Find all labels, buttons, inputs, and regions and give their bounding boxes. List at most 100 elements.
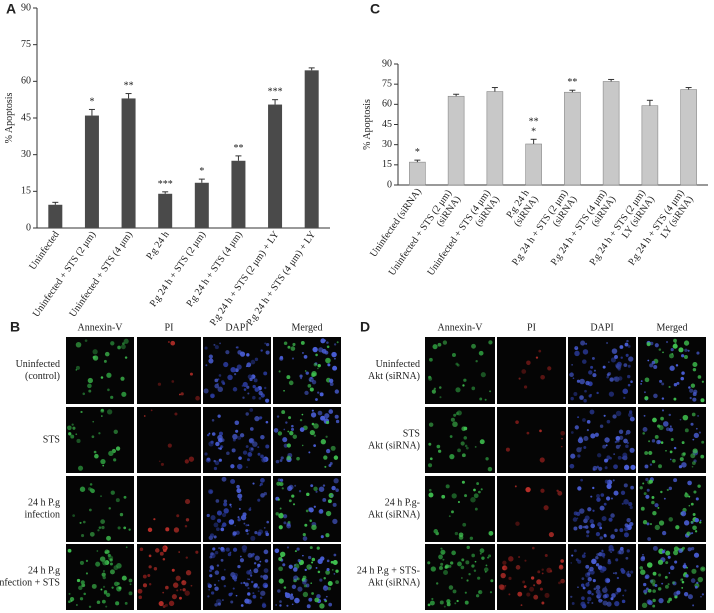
cell [614, 440, 618, 444]
cell [627, 374, 631, 379]
cell [431, 597, 434, 601]
cell [578, 525, 583, 530]
cell [473, 493, 479, 499]
cell [435, 582, 439, 585]
cell [687, 594, 693, 600]
cell [147, 574, 151, 578]
cell [333, 553, 337, 557]
cell [215, 499, 220, 503]
cell [679, 457, 684, 462]
cell [178, 551, 180, 553]
cell [245, 445, 249, 448]
cell [572, 517, 578, 522]
cell [250, 359, 256, 365]
cell [682, 414, 689, 421]
cell [325, 533, 330, 538]
cell [439, 396, 442, 399]
cell [669, 353, 674, 359]
cell [443, 570, 448, 575]
cell [246, 599, 252, 605]
cell [640, 382, 642, 385]
cell [293, 567, 298, 572]
cell [429, 600, 435, 606]
cell [646, 587, 649, 591]
cell [214, 586, 219, 591]
cell [625, 353, 629, 357]
x-tick-label-line: P.g 24 h [144, 229, 171, 261]
cell [678, 465, 683, 469]
cell [558, 581, 561, 585]
cell [246, 385, 250, 389]
cell [243, 581, 246, 585]
cell [462, 384, 465, 387]
row-label: 24 h P.g [28, 565, 60, 576]
y-tick-label: 75 [21, 39, 31, 50]
cell [696, 565, 699, 568]
cell [456, 599, 459, 603]
cell [652, 598, 656, 603]
cell [211, 432, 216, 436]
cell [222, 599, 224, 601]
cell [664, 584, 669, 589]
cell [88, 508, 92, 512]
cell [469, 536, 474, 541]
cell [219, 447, 222, 450]
cell [604, 586, 607, 588]
cell [521, 369, 527, 374]
cell [573, 549, 577, 553]
cell [698, 431, 701, 434]
cell [123, 526, 127, 530]
cell [288, 380, 294, 386]
cell [138, 595, 143, 600]
cell [462, 522, 467, 527]
cell [253, 568, 259, 574]
cell [662, 530, 667, 536]
cell [237, 564, 241, 569]
cell [508, 593, 511, 596]
cell [306, 492, 310, 497]
cell [248, 529, 251, 532]
cell [275, 604, 277, 606]
cell [252, 384, 256, 389]
cell [291, 424, 294, 428]
cell [210, 591, 215, 595]
cell [653, 393, 658, 399]
cell [290, 346, 296, 351]
cell [455, 387, 461, 393]
cell [579, 378, 585, 385]
cell [691, 461, 696, 465]
cell [322, 585, 329, 591]
cell [88, 605, 92, 608]
cell [312, 346, 318, 353]
cell [233, 572, 238, 578]
cell [479, 548, 485, 554]
error-bar [530, 138, 537, 144]
cell [690, 502, 694, 506]
cell [310, 582, 313, 584]
cell [291, 584, 297, 589]
cell [75, 433, 78, 436]
cell [487, 466, 493, 472]
cell [70, 434, 75, 439]
cell [240, 582, 243, 585]
cell [249, 408, 254, 412]
cell [623, 464, 630, 470]
cell [320, 439, 326, 445]
cell [685, 574, 689, 578]
cell [75, 341, 82, 348]
cell [244, 582, 249, 587]
cell [608, 517, 613, 522]
cell [214, 570, 220, 575]
cell [683, 591, 689, 597]
cell [645, 477, 649, 482]
cell [287, 486, 293, 492]
cell [602, 444, 607, 449]
cell [504, 566, 508, 570]
micrograph [425, 544, 495, 610]
y-tick-label: 90 [382, 58, 392, 69]
cell [645, 494, 650, 499]
cell [457, 561, 462, 567]
cell [680, 510, 687, 517]
cell [614, 355, 618, 359]
y-tick-label: 0 [26, 222, 31, 233]
